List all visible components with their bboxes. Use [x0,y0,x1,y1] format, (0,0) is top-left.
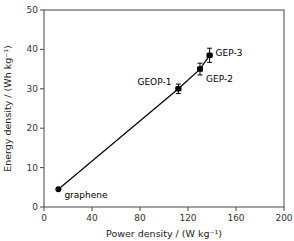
chart: 0 40 80 120 160 200 0 10 20 30 40 50 Power density /… [0,0,294,241]
x-error-bar [176,86,181,91]
data-point [55,186,61,192]
y-tick [40,10,44,11]
error-cap [176,93,181,94]
error-cap [207,62,212,63]
y-error-bar [207,48,212,62]
point-annotation: GEP-2 [206,74,233,84]
x-axis-label: Power density / (W kg⁻¹) [106,228,222,239]
y-error-bar [176,84,181,93]
y-axis-label: Energy density / (Wh kg⁻¹) [2,45,13,172]
y-tick [40,128,44,129]
point-annotation: GEOP-1 [137,77,171,87]
error-cap [198,63,203,64]
y-tick-label: 0 [32,202,38,212]
error-cap [198,75,203,76]
x-tick-label: 40 [86,213,98,223]
x-tick [236,207,237,211]
x-tick [284,207,285,211]
x-tick [188,207,189,211]
data-point [197,66,203,72]
x-error-bar [207,53,212,58]
x-tick [44,207,45,211]
x-tick [140,207,141,211]
y-tick-label: 50 [27,5,39,15]
y-error-bar [198,63,203,75]
y-tick [40,88,44,89]
x-tick-label: 120 [179,213,196,223]
connecting-line [58,55,209,189]
x-tick-label: 80 [134,213,146,223]
chart-container: 0 40 80 120 160 200 0 10 20 30 40 50 Power density /… [0,0,294,241]
data-point [207,52,213,58]
data-point [175,86,181,92]
y-tick-label: 10 [27,163,39,173]
error-cap [207,48,212,49]
y-tick [40,49,44,50]
x-error-bar [198,67,203,72]
y-tick-label: 40 [27,44,39,54]
error-cap [176,84,181,85]
point-annotation: graphene [64,190,108,200]
point-annotation: GEP-3 [216,48,243,58]
y-tick [40,167,44,168]
y-tick-label: 20 [27,123,39,133]
data-group [55,48,212,192]
x-tick-label: 160 [227,213,244,223]
y-tick [40,207,44,208]
y-tick-label: 30 [27,84,39,94]
plot-frame [44,10,284,207]
x-tick-label: 0 [41,213,47,223]
x-tick [92,207,93,211]
x-tick-label: 200 [275,213,292,223]
